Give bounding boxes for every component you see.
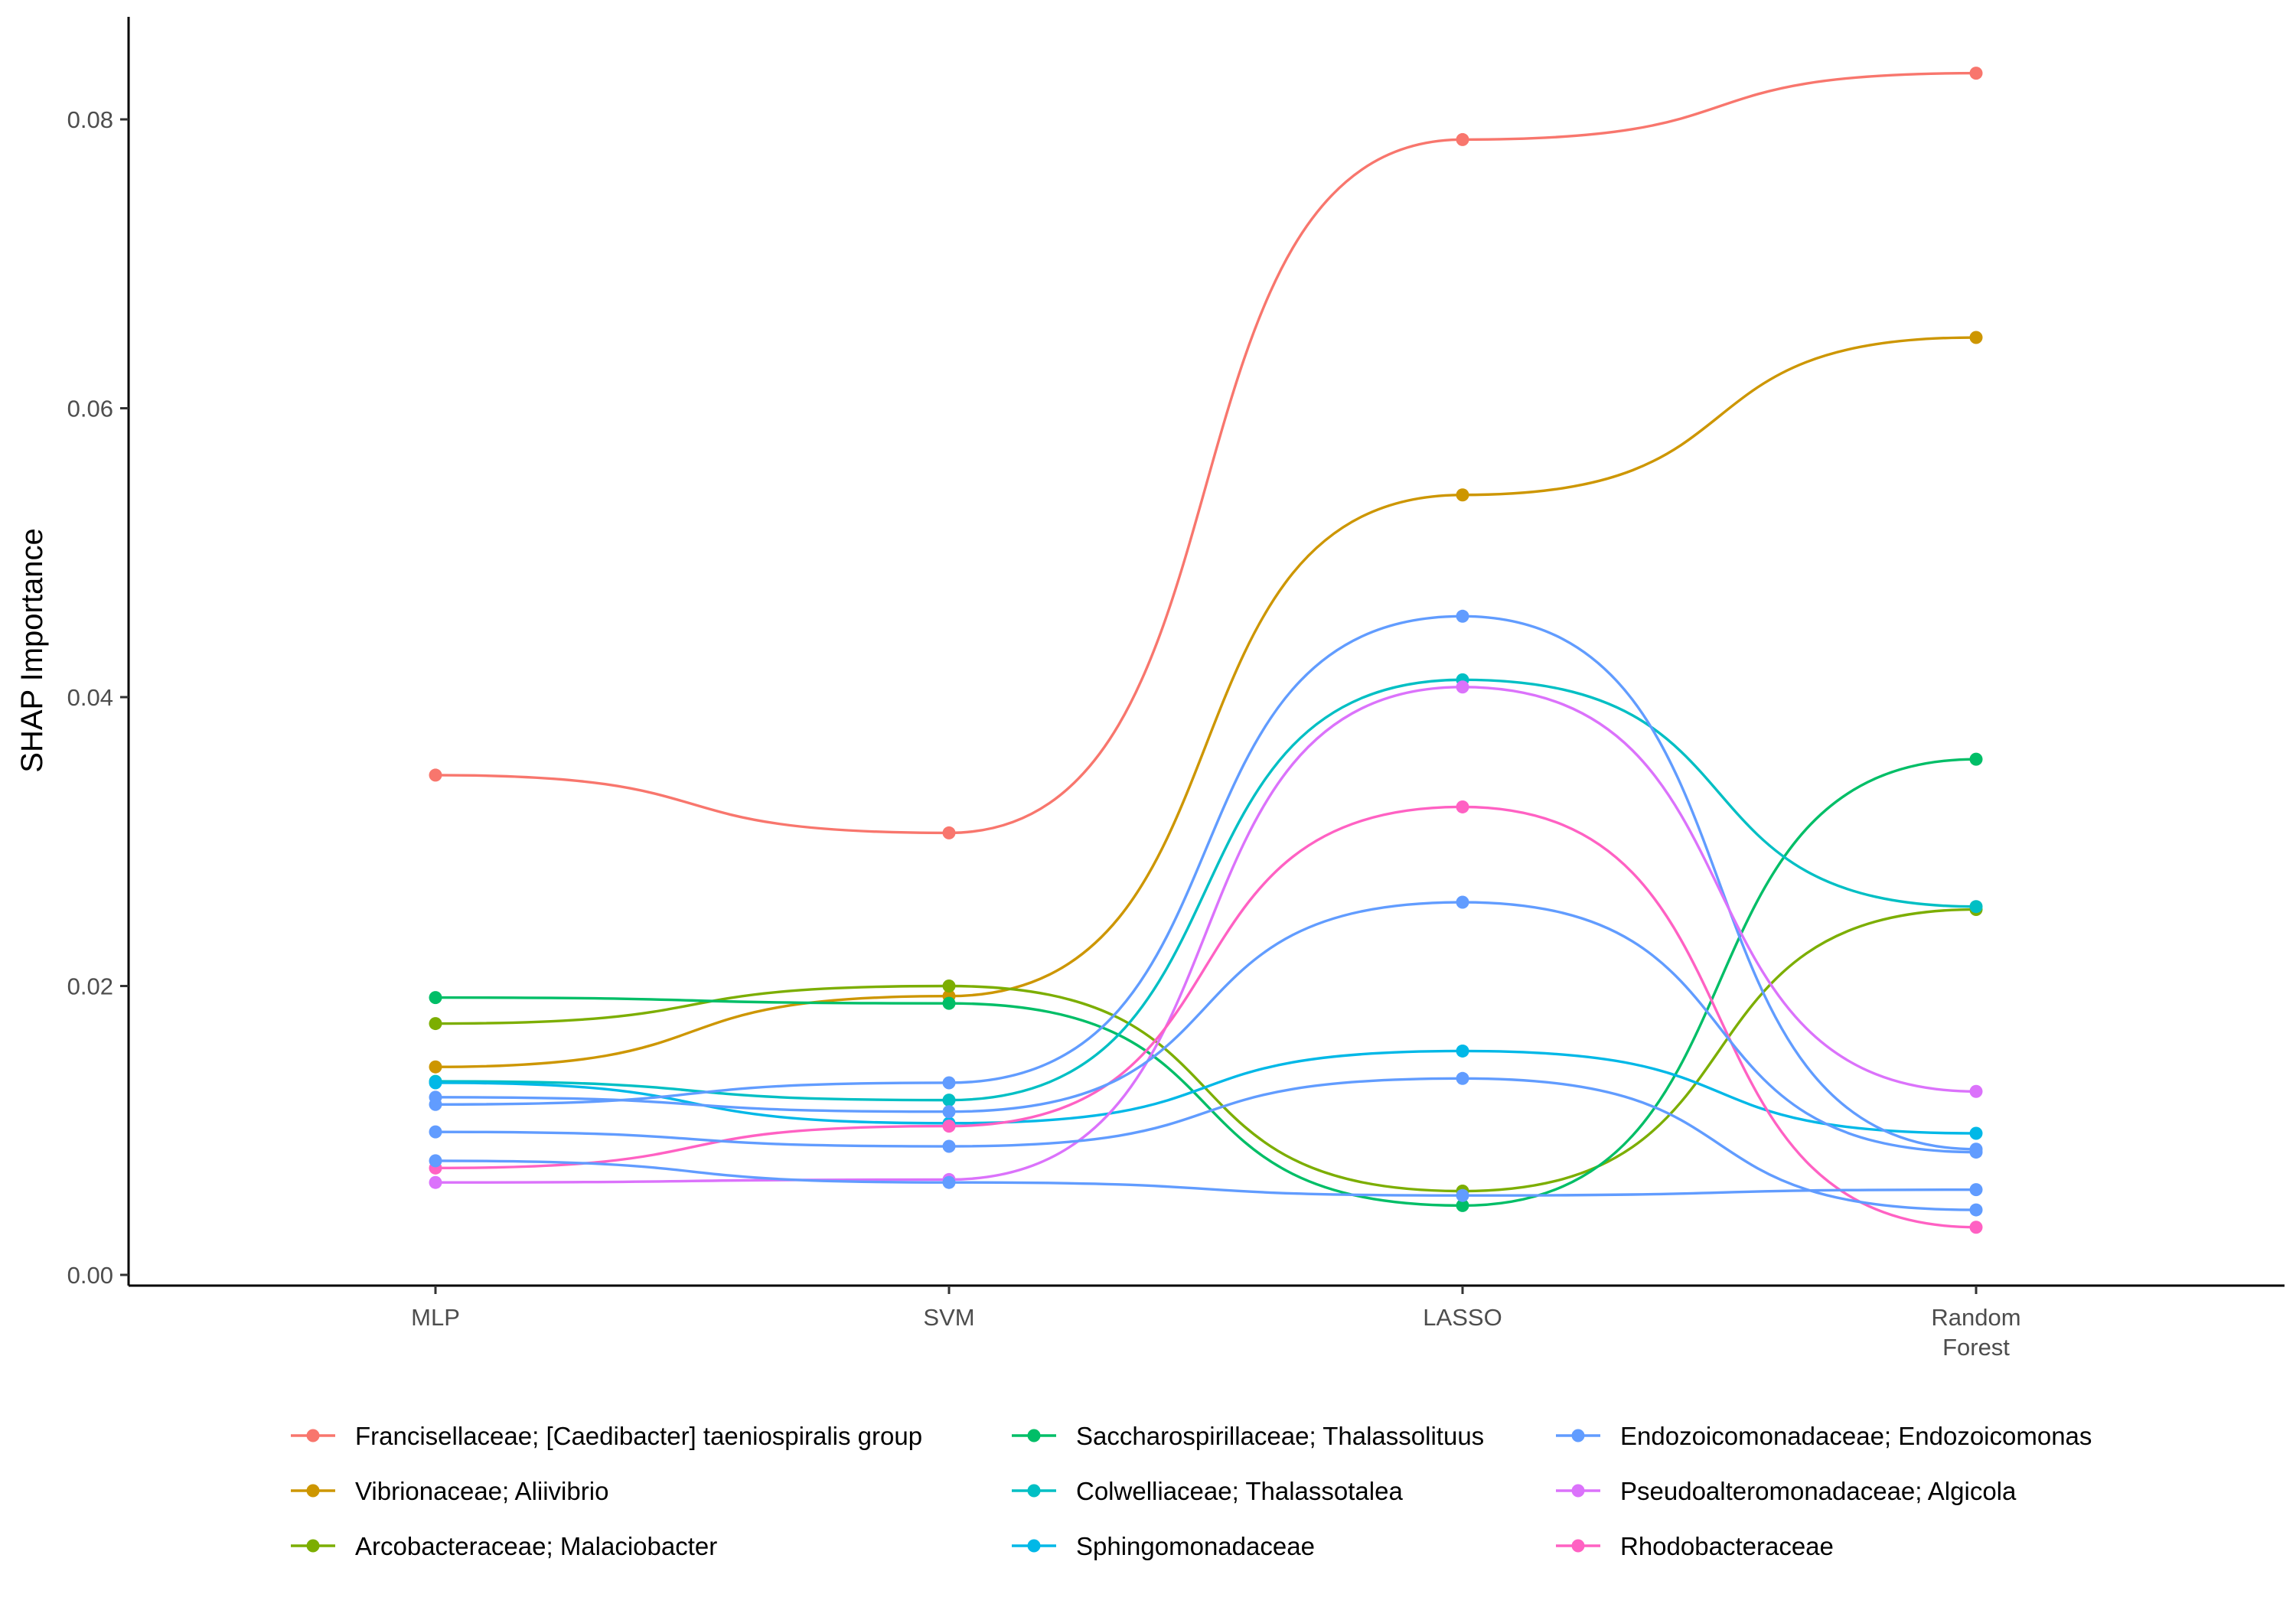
legend-key-point [1571, 1484, 1585, 1498]
series-line [435, 71, 1977, 835]
data-point [1456, 1044, 1469, 1058]
data-point [429, 1125, 442, 1139]
legend-item: Endozoicomonadaceae; Endozoicomonas [1556, 1422, 2092, 1450]
data-point [429, 1076, 442, 1090]
y-tick-label: 0.06 [67, 396, 113, 422]
data-point [942, 980, 956, 993]
x-tick-label: LASSO [1423, 1304, 1502, 1331]
data-point [1456, 895, 1469, 909]
legend-key-point [306, 1429, 320, 1442]
y-tick-label: 0.00 [67, 1262, 113, 1289]
legend-key-point [1571, 1539, 1585, 1553]
legend-label: Endozoicomonadaceae; Endozoicomonas [1620, 1422, 2092, 1450]
data-point [942, 996, 956, 1010]
y-tick-label: 0.02 [67, 973, 113, 1000]
series-line [435, 686, 1977, 1184]
legend-label: Colwelliaceae; Thalassotalea [1076, 1477, 1403, 1505]
series-lines [435, 71, 1977, 1229]
data-point [1969, 1084, 1983, 1098]
legend-item: Sphingomonadaceae [1012, 1532, 1315, 1560]
data-point [1969, 1221, 1983, 1234]
legend-item: Saccharospirillaceae; Thalassolituus [1012, 1422, 1484, 1450]
legend-key-point [306, 1484, 320, 1498]
axes [127, 17, 2285, 1287]
data-point [429, 1060, 442, 1074]
legend-item: Colwelliaceae; Thalassotalea [1012, 1477, 1403, 1505]
data-point [429, 1175, 442, 1189]
data-point [942, 1139, 956, 1153]
data-point [1969, 900, 1983, 914]
legend-item: Arcobacteraceae; Malaciobacter [291, 1532, 717, 1560]
data-point [429, 1154, 442, 1168]
series-points [429, 67, 1983, 1234]
data-point [942, 1175, 956, 1189]
data-point [1969, 1183, 1983, 1197]
legend-item: Rhodobacteraceae [1556, 1532, 1834, 1560]
data-point [1456, 1188, 1469, 1202]
legend-item: Vibrionaceae; Aliivibrio [291, 1477, 608, 1505]
data-point [1969, 67, 1983, 80]
legend: Francisellaceae; [Caedibacter] taeniospi… [291, 1422, 2092, 1560]
x-ticks: MLP SVM LASSO Random Forest [411, 1286, 2021, 1361]
legend-key-point [1027, 1429, 1041, 1442]
data-point [429, 991, 442, 1005]
series-line [435, 1077, 1977, 1211]
legend-key-point [306, 1539, 320, 1553]
data-point [942, 826, 956, 839]
legend-label: Francisellaceae; [Caedibacter] taeniospi… [355, 1422, 922, 1450]
legend-label: Pseudoalteromonadaceae; Algicola [1620, 1477, 2017, 1505]
legend-item: Francisellaceae; [Caedibacter] taeniospi… [291, 1422, 922, 1450]
data-point [1969, 1146, 1983, 1159]
legend-label: Saccharospirillaceae; Thalassolituus [1076, 1422, 1484, 1450]
data-point [1969, 1203, 1983, 1217]
y-ticks: 0.00 0.02 0.04 0.06 0.08 [67, 106, 129, 1289]
data-point [429, 768, 442, 782]
data-point [1969, 752, 1983, 766]
data-point [1456, 680, 1469, 694]
series-line [435, 1159, 1977, 1197]
series-line [435, 336, 1977, 1068]
y-tick-label: 0.08 [67, 106, 113, 133]
data-point [429, 1017, 442, 1031]
data-point [1969, 331, 1983, 344]
legend-label: Vibrionaceae; Aliivibrio [355, 1477, 608, 1505]
x-tick-label: Random Forest [1931, 1304, 2020, 1361]
data-point [1456, 1198, 1469, 1212]
data-point [942, 1105, 956, 1119]
series-line [435, 1049, 1977, 1135]
y-tick-label: 0.04 [67, 684, 113, 711]
data-point [942, 1076, 956, 1090]
data-point [429, 1090, 442, 1104]
legend-label: Arcobacteraceae; Malaciobacter [355, 1532, 717, 1560]
legend-key-point [1027, 1484, 1041, 1498]
y-axis-title: SHAP Importance [15, 528, 49, 772]
series-line [435, 805, 1977, 1229]
legend-label: Rhodobacteraceae [1620, 1532, 1834, 1560]
legend-key-point [1027, 1539, 1041, 1553]
x-tick-label: SVM [923, 1304, 974, 1331]
legend-item: Pseudoalteromonadaceae; Algicola [1556, 1477, 2017, 1505]
series-line [435, 758, 1977, 1208]
data-point [1456, 1071, 1469, 1085]
x-tick-label: MLP [411, 1304, 460, 1331]
data-point [1456, 132, 1469, 146]
data-point [1456, 609, 1469, 623]
legend-label: Sphingomonadaceae [1076, 1532, 1315, 1560]
data-point [942, 1120, 956, 1133]
data-point [942, 1094, 956, 1107]
data-point [1456, 800, 1469, 813]
data-point [1969, 1126, 1983, 1140]
data-point [1456, 488, 1469, 502]
legend-key-point [1571, 1429, 1585, 1442]
series-line [435, 901, 1977, 1154]
